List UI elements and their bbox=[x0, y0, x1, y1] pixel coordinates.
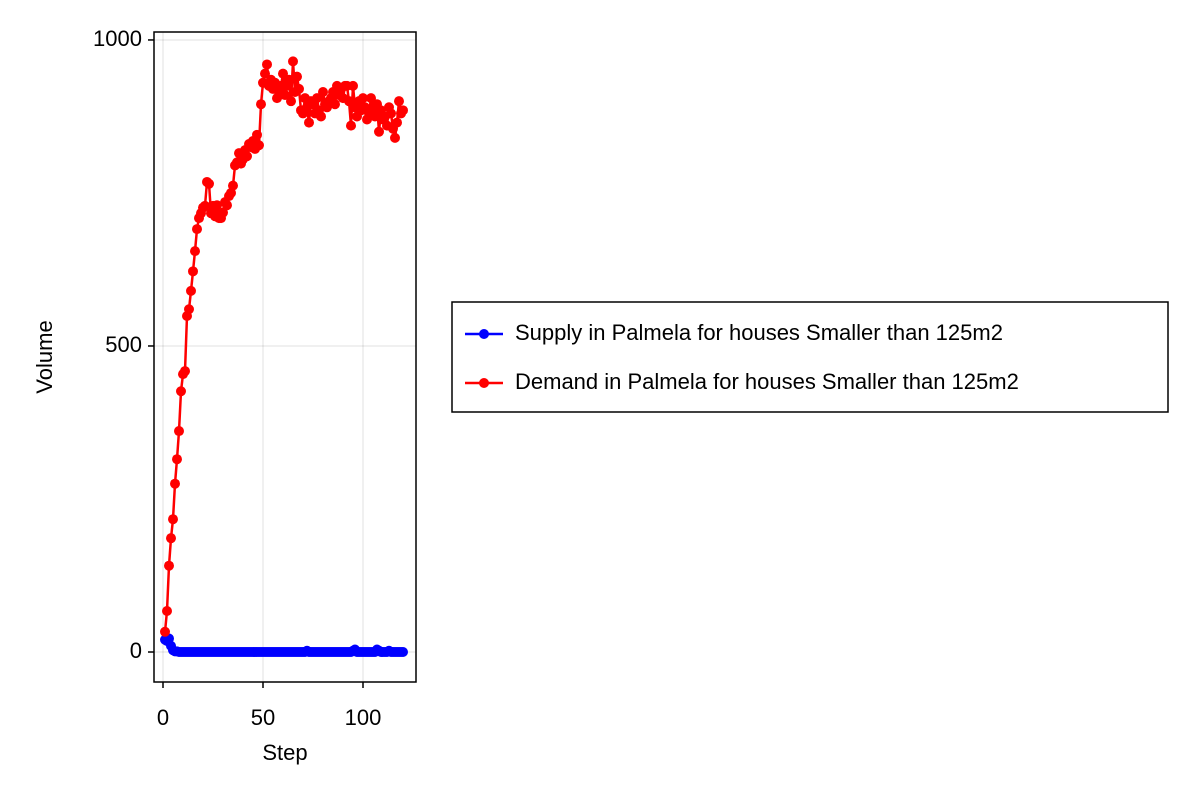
data-point bbox=[348, 80, 358, 91]
data-point bbox=[176, 386, 186, 397]
data-point bbox=[184, 304, 194, 315]
plot-frame bbox=[153, 31, 417, 683]
data-point bbox=[204, 178, 214, 189]
data-point bbox=[374, 126, 384, 137]
data-point bbox=[222, 200, 232, 211]
data-point bbox=[366, 93, 376, 104]
data-point bbox=[162, 606, 172, 617]
legend-marker bbox=[479, 329, 489, 339]
data-point bbox=[166, 533, 176, 544]
data-point bbox=[160, 626, 170, 637]
data-point bbox=[394, 96, 404, 107]
y-tick-label: 500 bbox=[105, 332, 142, 357]
data-point bbox=[260, 68, 270, 79]
data-point bbox=[190, 246, 200, 257]
data-point bbox=[358, 93, 368, 104]
data-point bbox=[254, 140, 264, 151]
data-point bbox=[186, 285, 196, 296]
legend bbox=[451, 301, 1169, 413]
data-point bbox=[398, 105, 408, 116]
data-point bbox=[172, 454, 182, 465]
data-point bbox=[294, 83, 304, 94]
data-point bbox=[316, 111, 326, 122]
data-point bbox=[390, 132, 400, 143]
data-point bbox=[346, 120, 356, 131]
data-point bbox=[170, 478, 180, 489]
data-point bbox=[262, 59, 272, 70]
x-tick-label: 100 bbox=[345, 705, 382, 730]
legend-label: Supply in Palmela for houses Smaller tha… bbox=[515, 320, 1003, 345]
legend-label: Demand in Palmela for houses Smaller tha… bbox=[515, 369, 1019, 394]
data-point bbox=[398, 647, 408, 658]
data-point bbox=[278, 68, 288, 79]
data-point bbox=[318, 86, 328, 97]
data-point bbox=[192, 224, 202, 235]
data-point bbox=[292, 71, 302, 82]
data-point bbox=[252, 129, 262, 140]
data-point bbox=[256, 99, 266, 110]
data-point bbox=[188, 266, 198, 277]
data-point bbox=[330, 99, 340, 110]
data-point bbox=[228, 180, 238, 191]
data-point bbox=[286, 96, 296, 107]
y-tick-label: 1000 bbox=[93, 26, 142, 51]
data-point bbox=[312, 93, 322, 104]
legend-marker bbox=[479, 378, 489, 388]
data-point bbox=[174, 426, 184, 437]
data-point bbox=[284, 74, 294, 85]
data-point bbox=[288, 56, 298, 67]
data-point bbox=[164, 560, 174, 571]
data-point bbox=[280, 90, 290, 101]
data-point bbox=[370, 111, 380, 122]
x-tick-label: 0 bbox=[157, 705, 169, 730]
data-point bbox=[200, 200, 210, 211]
data-point bbox=[212, 200, 222, 211]
data-point bbox=[392, 117, 402, 128]
y-axis-label: Volume bbox=[32, 320, 57, 393]
data-point bbox=[180, 366, 190, 377]
data-point bbox=[304, 117, 314, 128]
plot bbox=[160, 56, 408, 658]
data-point bbox=[344, 96, 354, 107]
data-point bbox=[386, 108, 396, 119]
x-axis-label: Step bbox=[262, 740, 307, 765]
data-point bbox=[242, 151, 252, 162]
data-point bbox=[168, 514, 178, 525]
data-point bbox=[218, 207, 228, 218]
y-tick-label: 0 bbox=[130, 638, 142, 663]
x-tick-label: 50 bbox=[251, 705, 275, 730]
